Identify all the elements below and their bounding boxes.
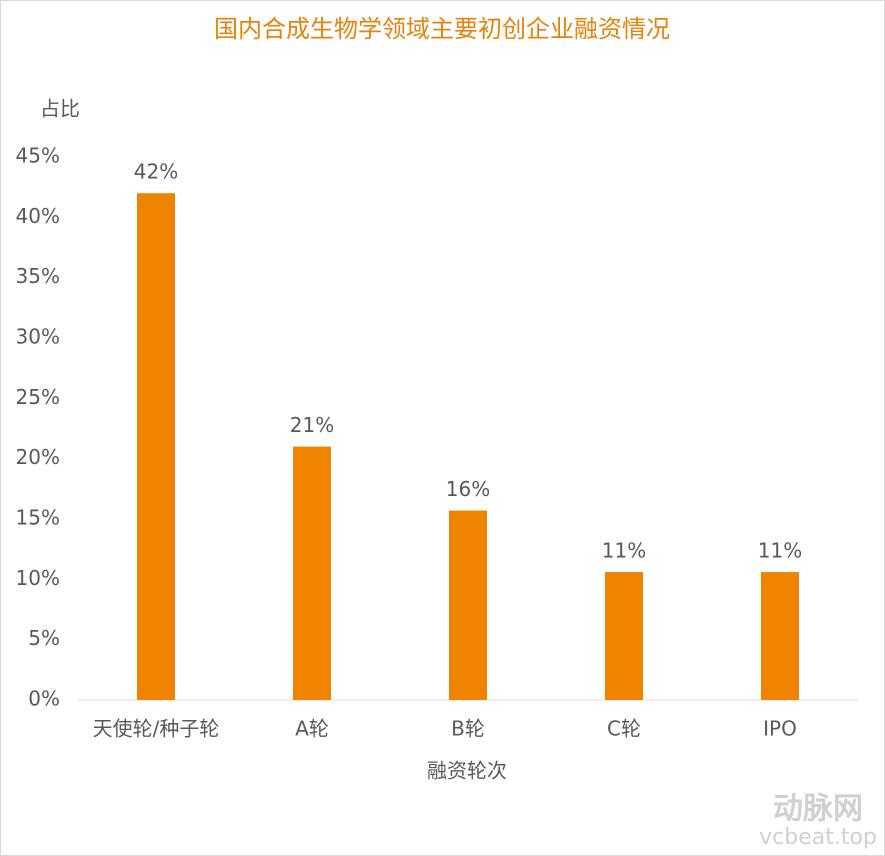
watermark-url: vcbeat.top bbox=[759, 825, 877, 850]
watermark-brand: 动脉网 bbox=[773, 792, 863, 827]
y-tick-label: 40% bbox=[16, 204, 60, 228]
data-label: 11% bbox=[602, 539, 646, 563]
y-tick-label: 5% bbox=[28, 626, 60, 650]
y-tick-label: 45% bbox=[16, 144, 60, 168]
y-tick-label: 10% bbox=[16, 566, 60, 590]
y-tick-label: 30% bbox=[16, 325, 60, 349]
bar bbox=[605, 572, 643, 700]
y-axis-label: 占比 bbox=[40, 97, 80, 121]
x-axis-label: 融资轮次 bbox=[427, 759, 507, 783]
y-tick-label: 25% bbox=[16, 385, 60, 409]
data-label: 42% bbox=[134, 160, 178, 184]
y-tick-label: 15% bbox=[16, 506, 60, 530]
chart-title: 国内合成生物学领域主要初创企业融资情况 bbox=[214, 15, 670, 43]
y-tick-label: 0% bbox=[28, 687, 60, 711]
bar bbox=[137, 193, 175, 700]
y-tick-label: 20% bbox=[16, 445, 60, 469]
bar bbox=[449, 510, 487, 700]
x-tick-label: 天使轮/种子轮 bbox=[93, 717, 220, 741]
data-label: 11% bbox=[758, 539, 802, 563]
data-label: 16% bbox=[446, 477, 490, 501]
bar bbox=[293, 446, 331, 700]
bar bbox=[761, 572, 799, 700]
x-tick-label: C轮 bbox=[607, 717, 641, 741]
x-tick-label: A轮 bbox=[295, 717, 329, 741]
y-tick-label: 35% bbox=[16, 264, 60, 288]
x-tick-label: IPO bbox=[763, 717, 797, 741]
x-tick-label: B轮 bbox=[451, 717, 485, 741]
data-label: 21% bbox=[290, 413, 334, 437]
